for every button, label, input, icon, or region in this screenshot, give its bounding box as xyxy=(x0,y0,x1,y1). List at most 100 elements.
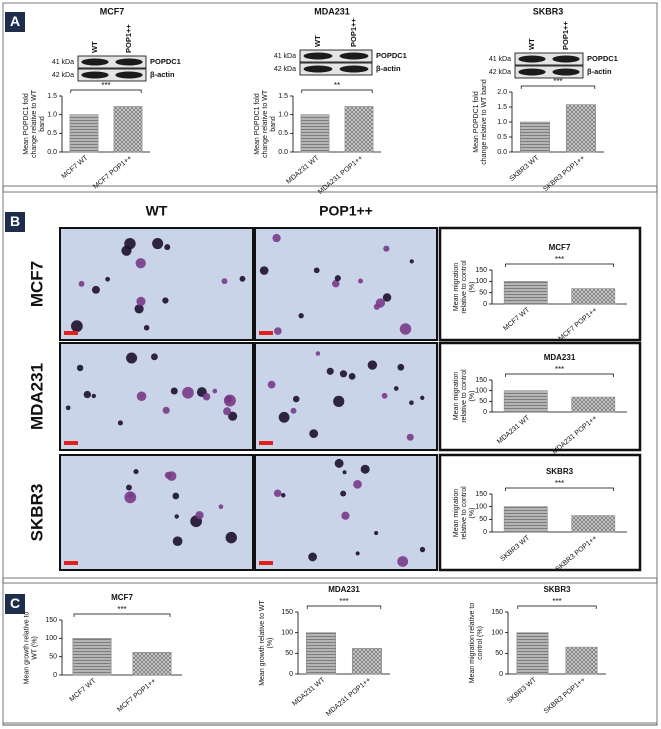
y-tick-label: 50 xyxy=(479,516,487,523)
chart-title: MDA231 xyxy=(544,353,576,362)
band-protein: β-actin xyxy=(587,67,612,76)
y-axis-label: Mean POPDC1 fold change relative to WT b… xyxy=(23,89,46,159)
band-protein: POPDC1 xyxy=(150,57,181,66)
cell xyxy=(274,327,282,335)
y-axis-label: Mean migration relative to control (%) xyxy=(469,602,484,684)
x-tick-label: MDA231 POP1++ xyxy=(317,155,364,196)
cell xyxy=(78,280,85,287)
significance-label: *** xyxy=(117,605,126,614)
bar xyxy=(519,121,551,153)
y-tick-label: 50 xyxy=(479,398,487,405)
scale-bar xyxy=(259,441,273,445)
x-tick-label: MCF7 POP1++ xyxy=(92,155,133,191)
cell xyxy=(174,514,179,519)
cell xyxy=(162,297,169,304)
cell xyxy=(91,393,96,399)
scale-bar xyxy=(64,441,78,445)
panel-letter: B xyxy=(10,213,20,229)
y-tick-label: 1.0 xyxy=(47,112,57,119)
band-size: 42 kDa xyxy=(489,69,511,76)
y-tick-label: 100 xyxy=(491,630,503,637)
cell xyxy=(292,395,300,403)
cell xyxy=(290,407,297,414)
significance-bracket xyxy=(73,613,171,617)
significance-label: *** xyxy=(555,479,564,488)
bar xyxy=(571,515,616,533)
cell xyxy=(76,364,84,372)
y-tick-label: 1.0 xyxy=(497,119,507,126)
column-heading: WT xyxy=(146,203,168,219)
blot-band xyxy=(115,58,143,66)
x-tick-label: SKBR3 WT xyxy=(509,154,541,183)
y-axis-label: Mean migration relative to control (%) xyxy=(453,369,476,423)
bar xyxy=(516,632,549,675)
band-size: 42 kDa xyxy=(274,66,296,73)
micrograph xyxy=(59,454,254,571)
cell xyxy=(124,237,136,250)
y-tick-label: 150 xyxy=(475,491,487,498)
y-tick-label: 150 xyxy=(45,617,57,624)
band-protein: β-actin xyxy=(376,64,401,73)
band-size: 41 kDa xyxy=(489,56,511,63)
cell xyxy=(124,491,137,504)
cell xyxy=(239,275,246,282)
band-protein: β-actin xyxy=(150,70,175,79)
cell xyxy=(225,531,237,544)
cell xyxy=(308,552,317,562)
cell xyxy=(223,407,232,416)
cell xyxy=(315,351,321,356)
y-axis-label: Mean migration relative to control (%) xyxy=(453,486,476,540)
cell xyxy=(333,395,345,407)
y-tick-label: 50 xyxy=(495,650,503,657)
lane-label: POP1++ xyxy=(349,18,358,47)
cell xyxy=(162,406,170,414)
cell xyxy=(172,492,180,500)
bar xyxy=(69,114,99,153)
y-tick-label: 0.0 xyxy=(497,149,507,156)
lane-label: WT xyxy=(527,38,536,50)
cell xyxy=(126,352,138,364)
y-tick-label: 50 xyxy=(479,290,487,297)
cell xyxy=(420,395,425,400)
panel-a-border xyxy=(2,2,658,187)
chart-title: MCF7 xyxy=(549,243,571,252)
significance-label: *** xyxy=(555,365,564,374)
cell xyxy=(195,511,204,520)
cell xyxy=(70,320,83,333)
cell xyxy=(172,536,183,547)
x-tick-label: MDA231 WT xyxy=(285,154,321,186)
significance-bracket xyxy=(306,605,382,609)
y-tick-label: 0.0 xyxy=(278,149,288,156)
cell xyxy=(331,279,340,288)
cell xyxy=(105,276,110,282)
cell xyxy=(164,244,171,251)
band-size: 41 kDa xyxy=(274,53,296,60)
blot-band xyxy=(518,55,546,63)
x-tick-label: MCF7 POP1++ xyxy=(116,678,157,714)
panel-c-border xyxy=(2,582,658,724)
cell xyxy=(223,394,236,407)
band-protein: POPDC1 xyxy=(376,51,407,60)
band-size: 41 kDa xyxy=(52,59,74,66)
panel-letter: A xyxy=(10,13,20,29)
significance-label: *** xyxy=(553,77,562,86)
y-tick-label: 150 xyxy=(475,267,487,274)
cell xyxy=(341,511,350,520)
y-tick-label: 0 xyxy=(289,671,293,678)
significance-bracket xyxy=(301,89,373,93)
cell xyxy=(313,267,320,274)
cell xyxy=(406,433,414,441)
cell xyxy=(348,373,356,380)
x-tick-label: MCF7 WT xyxy=(69,677,98,703)
cell xyxy=(355,551,360,556)
significance-bracket xyxy=(505,263,614,267)
bar xyxy=(344,106,374,153)
significance-bracket xyxy=(505,373,614,377)
lane-label: WT xyxy=(313,35,322,47)
scale-bar xyxy=(64,331,78,335)
cell xyxy=(143,324,150,331)
cell xyxy=(409,400,414,406)
cell xyxy=(374,530,379,536)
scale-bar xyxy=(64,561,78,565)
